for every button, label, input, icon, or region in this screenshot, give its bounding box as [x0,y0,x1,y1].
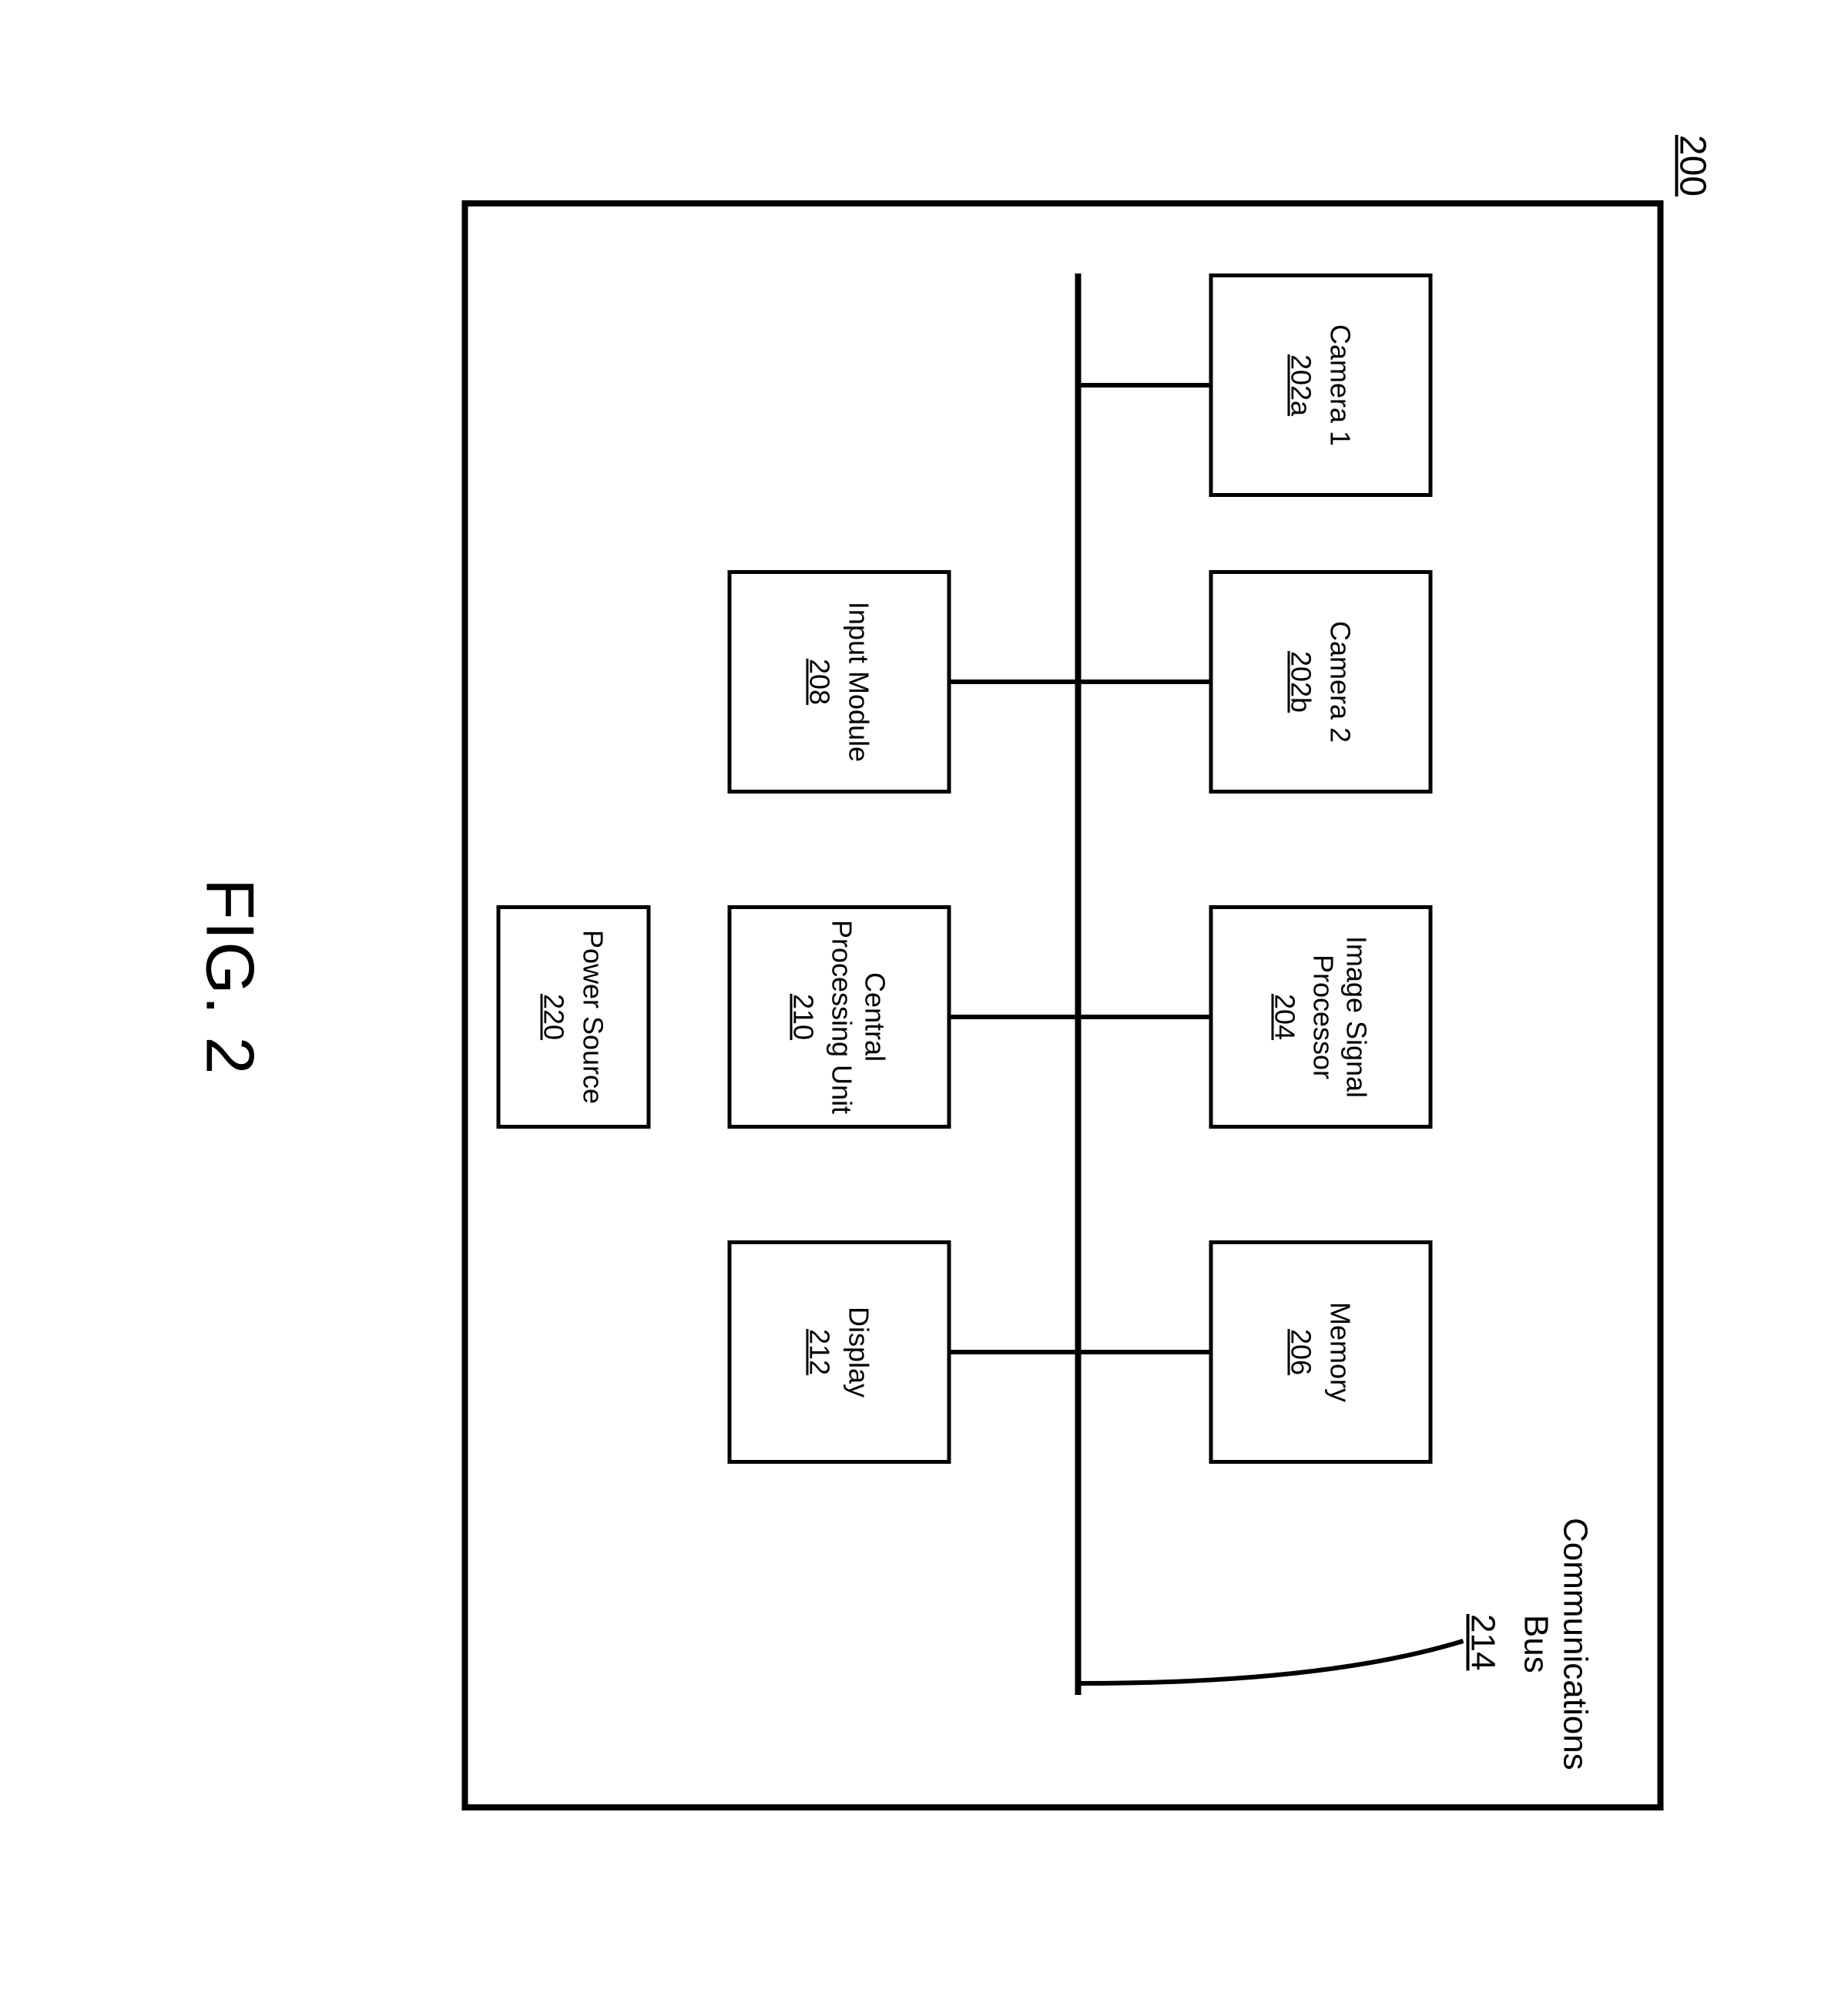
block-power-ref: 220 [537,994,569,1040]
block-input: Input Module208 [727,570,951,794]
bus-stub-camera2 [1075,680,1209,684]
rotation-wrapper: 200 Communications Bus 214 FIG. 2 Camera… [0,0,1848,2000]
block-input-label: Input Module [841,602,874,762]
bus-stub-memory [1075,1350,1209,1354]
block-cpu-label: Central Processing Unit [825,920,891,1114]
block-cpu: Central Processing Unit210 [727,905,951,1129]
block-power: Power Source220 [496,905,650,1129]
block-display: Display212 [727,1240,951,1464]
page: 200 Communications Bus 214 FIG. 2 Camera… [0,0,1848,2000]
block-memory: Memory206 [1209,1240,1432,1464]
block-cpu-ref: 210 [786,994,819,1040]
block-camera2-label: Camera 2 [1323,621,1356,743]
block-power-label: Power Source [575,930,609,1104]
block-isp-label: Image Signal Processor [1306,936,1373,1098]
block-camera1: Camera 1202a [1209,273,1432,497]
bus-stub-input [951,680,1081,684]
block-camera2: Camera 2202b [1209,570,1432,794]
block-memory-ref: 206 [1284,1329,1316,1375]
block-camera1-label: Camera 1 [1323,324,1356,446]
block-input-ref: 208 [803,659,835,705]
communications-bus-line [1075,273,1081,1695]
block-isp-ref: 204 [1268,994,1300,1040]
block-display-ref: 212 [803,1329,835,1375]
figure-caption: FIG. 2 [190,878,269,1076]
block-camera2-ref: 202b [1284,651,1316,713]
block-camera1-ref: 202a [1284,354,1316,416]
block-memory-label: Memory [1323,1302,1356,1402]
bus-stub-display [951,1350,1081,1354]
diagram-canvas: 200 Communications Bus 214 FIG. 2 Camera… [0,0,1848,2000]
bus-stub-cpu [951,1015,1081,1019]
block-isp: Image Signal Processor204 [1209,905,1432,1129]
block-display-label: Display [841,1307,874,1398]
bus-stub-isp [1075,1015,1209,1019]
bus-stub-camera1 [1075,383,1209,388]
